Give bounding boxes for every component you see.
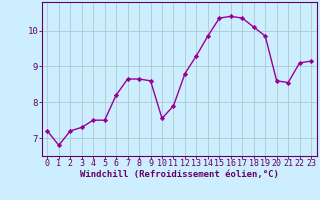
X-axis label: Windchill (Refroidissement éolien,°C): Windchill (Refroidissement éolien,°C) — [80, 170, 279, 179]
